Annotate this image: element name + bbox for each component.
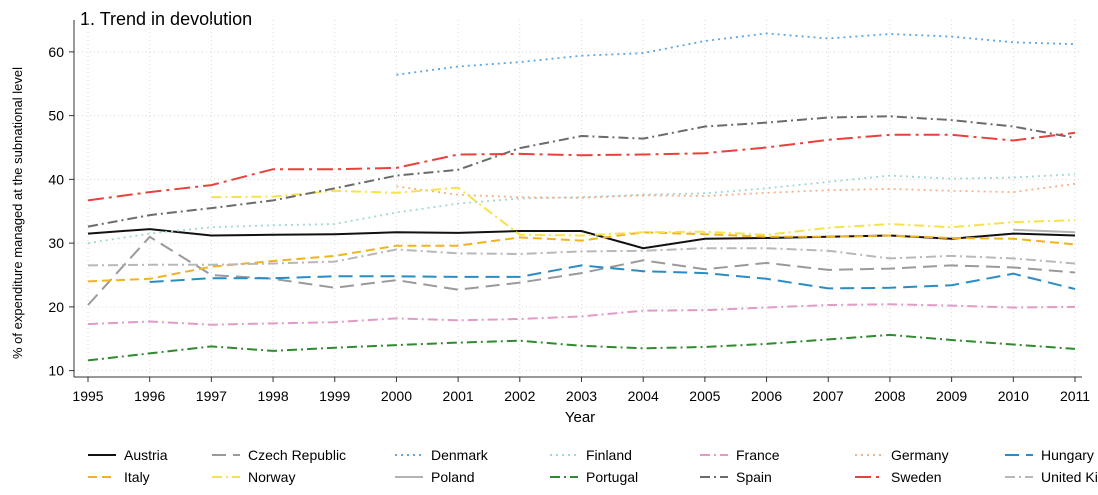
series-line-norway <box>211 186 1076 237</box>
legend-label-hungary: Hungary <box>1041 447 1094 463</box>
series-line-germany <box>396 182 1076 199</box>
y-tick-label: 30 <box>48 235 64 251</box>
y-tick-label: 50 <box>48 108 64 124</box>
x-tick-label: 2003 <box>566 388 597 404</box>
legend-label-france: France <box>736 447 780 463</box>
y-tick-label: 20 <box>48 299 64 315</box>
legend-label-denmark: Denmark <box>431 447 489 463</box>
chart-title: 1. Trend in devolution <box>80 9 252 29</box>
series-line-france <box>87 303 1076 326</box>
x-tick-label: 2007 <box>813 388 844 404</box>
x-tick-label: 2002 <box>504 388 535 404</box>
legend-label-finland: Finland <box>586 447 632 463</box>
x-tick-label: 2010 <box>998 388 1029 404</box>
x-tick-label: 2006 <box>751 388 782 404</box>
legend-label-united-kingdom: United Kingdom <box>1041 469 1098 485</box>
series-line-hungary <box>149 264 1076 290</box>
x-tick-label: 2001 <box>443 388 474 404</box>
x-tick-label: 2004 <box>628 388 659 404</box>
x-tick-label: 2005 <box>689 388 720 404</box>
series-line-poland <box>1013 228 1076 234</box>
axes: 10 20 30 40 50 60 1995 1996 1997 1998 1999 2000 2001… <box>48 20 1090 404</box>
y-tick-label: 10 <box>48 363 64 379</box>
legend-label-poland: Poland <box>431 469 475 485</box>
x-tick-label: 1998 <box>257 388 288 404</box>
x-tick-label: 1997 <box>196 388 227 404</box>
legend-label-portugal: Portugal <box>586 469 638 485</box>
series-line-portugal <box>87 333 1076 362</box>
series-line-spain <box>87 115 1076 228</box>
grid <box>74 20 1082 377</box>
series-line-united-kingdom <box>87 247 1076 267</box>
x-tick-label: 2000 <box>381 388 412 404</box>
legend-label-germany: Germany <box>891 447 949 463</box>
legend: Austria Czech Republic Denmark Finland Franc… <box>88 447 1098 485</box>
x-tick-label: 2011 <box>1060 388 1090 404</box>
series-lines <box>87 32 1076 362</box>
y-tick-label: 60 <box>48 44 64 60</box>
y-axis-title: % of expenditure managed at the subnatio… <box>10 67 25 359</box>
x-tick-label: 1996 <box>134 388 165 404</box>
x-axis-title: Year <box>565 409 595 426</box>
series-line-italy <box>87 231 1076 283</box>
legend-label-norway: Norway <box>248 469 295 485</box>
y-tick-label: 40 <box>48 171 64 187</box>
legend-label-czech-republic: Czech Republic <box>248 447 346 463</box>
series-line-austria <box>87 228 1076 250</box>
legend-label-sweden: Sweden <box>891 469 942 485</box>
legend-label-italy: Italy <box>124 469 150 485</box>
legend-label-spain: Spain <box>736 469 772 485</box>
x-tick-label: 2009 <box>936 388 967 404</box>
x-tick-label: 1999 <box>319 388 350 404</box>
x-tick-label: 1995 <box>72 388 103 404</box>
series-line-denmark <box>396 32 1076 76</box>
series-line-czech-republic <box>87 235 1076 306</box>
legend-label-austria: Austria <box>124 447 168 463</box>
x-tick-label: 2008 <box>874 388 905 404</box>
series-line-sweden <box>87 131 1076 202</box>
